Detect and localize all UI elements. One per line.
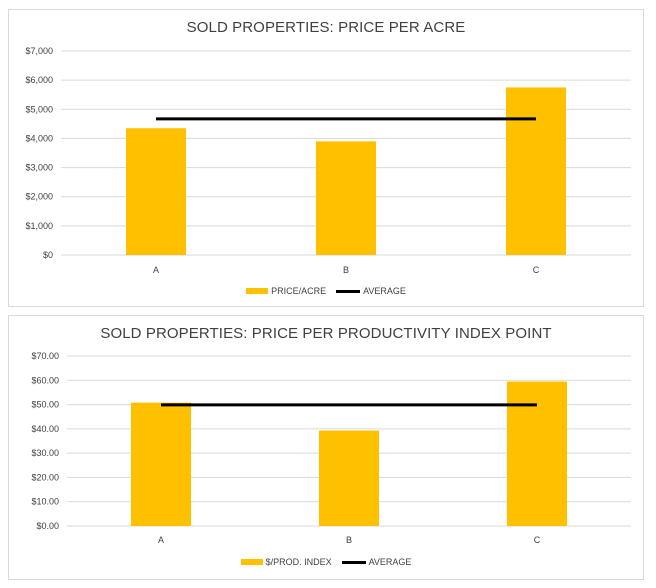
bar <box>506 87 566 255</box>
y-tick-label: $50.00 <box>31 400 59 410</box>
legend-item-bar: PRICE/ACRE <box>246 286 326 296</box>
y-tick-label: $20.00 <box>31 472 59 482</box>
y-tick-label: $0.00 <box>36 521 59 531</box>
y-tick-label: $4,000 <box>25 133 53 143</box>
legend-item-bar: $/PROD. INDEX <box>240 557 332 567</box>
legend-item-average: AVERAGE <box>341 557 412 567</box>
y-tick-label: $0 <box>43 250 53 260</box>
y-tick-label: $3,000 <box>25 163 53 173</box>
legend-swatch-line <box>341 560 366 564</box>
x-tick-label: B <box>343 265 349 275</box>
y-tick-label: $2,000 <box>25 192 53 202</box>
bar <box>507 381 567 526</box>
bar <box>131 402 191 526</box>
x-tick-label: A <box>158 535 164 545</box>
legend: $/PROD. INDEX AVERAGE <box>9 557 643 567</box>
legend-swatch-bar <box>246 288 269 294</box>
plot-area: $0.00 $10.00 $20.00 $30.00 $40.00 $50.00 $60.0… <box>31 351 631 545</box>
y-tick-label: $10.00 <box>31 497 59 507</box>
y-tick-label: $6,000 <box>25 75 53 85</box>
legend-label: AVERAGE <box>363 286 406 296</box>
bar <box>126 128 186 255</box>
legend-swatch-bar <box>240 559 263 565</box>
y-tick-label: $30.00 <box>31 448 59 458</box>
legend: PRICE/ACRE AVERAGE <box>9 286 643 296</box>
plot-area: $0 $1,000 $2,000 $3,000 $4,000 $5,000 $6,000 $7… <box>25 46 631 275</box>
chart-price-per-acre: SOLD PROPERTIES: PRICE PER ACRE $0 $1,000… <box>8 9 644 307</box>
legend-label: PRICE/ACRE <box>271 286 327 296</box>
x-tick-label: C <box>533 265 540 275</box>
bar <box>316 141 376 255</box>
y-tick-label: $70.00 <box>31 351 59 361</box>
bar <box>319 430 379 526</box>
chart-price-per-productivity-index: SOLD PROPERTIES: PRICE PER PRODUCTIVITY … <box>8 315 644 580</box>
y-tick-label: $7,000 <box>25 46 53 56</box>
legend-swatch-line <box>336 289 361 293</box>
chart-title: SOLD PROPERTIES: PRICE PER PRODUCTIVITY … <box>100 325 552 342</box>
legend-label: $/PROD. INDEX <box>265 557 332 567</box>
y-tick-label: $60.00 <box>31 375 59 385</box>
y-tick-label: $40.00 <box>31 424 59 434</box>
y-tick-label: $5,000 <box>25 104 53 114</box>
legend-label: AVERAGE <box>368 557 412 567</box>
y-tick-label: $1,000 <box>25 221 53 231</box>
chart-title: SOLD PROPERTIES: PRICE PER ACRE <box>186 19 466 36</box>
x-tick-label: C <box>534 535 541 545</box>
legend-item-average: AVERAGE <box>336 286 406 296</box>
x-tick-label: A <box>153 265 159 275</box>
x-tick-label: B <box>346 535 352 545</box>
